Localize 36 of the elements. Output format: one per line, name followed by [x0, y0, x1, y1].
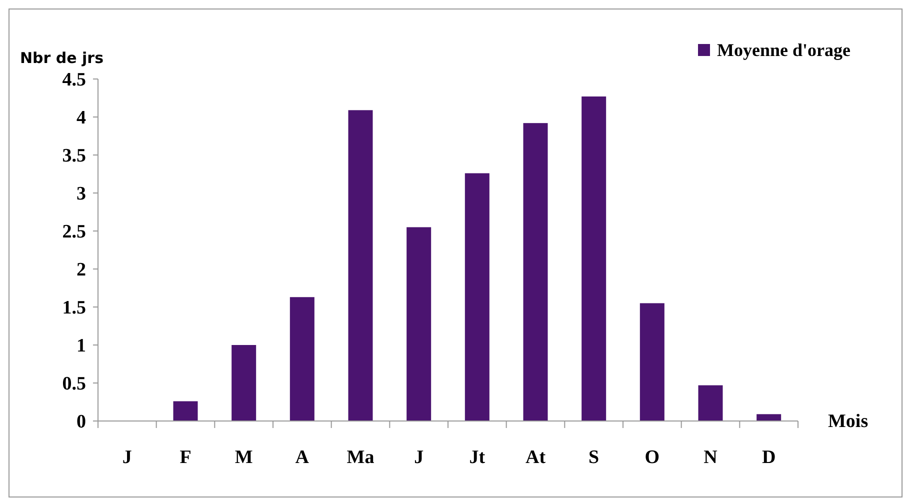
bar: [173, 401, 198, 421]
bar: [523, 123, 548, 421]
y-tick-label: 0: [76, 412, 86, 433]
x-tick-label: J: [414, 447, 424, 468]
y-tick-label: 1: [76, 336, 86, 357]
x-tick-label: S: [588, 447, 600, 468]
y-tick-label: 4: [76, 108, 86, 129]
x-tick-label: At: [525, 447, 546, 468]
y-tick-label: 4.5: [62, 70, 86, 91]
x-tick-label: F: [180, 447, 192, 468]
bar: [756, 414, 782, 421]
y-tick-label: 0.5: [62, 374, 86, 395]
y-tick-label: 3: [76, 184, 86, 205]
x-tick-label: M: [234, 447, 253, 468]
x-tick-label: J: [122, 447, 132, 468]
y-tick-label: 2.5: [62, 222, 86, 243]
y-axis-title: Nbr de jrs: [20, 49, 104, 67]
x-tick-label: Ma: [346, 447, 375, 468]
x-axis-title: Mois: [828, 411, 868, 432]
x-tick-label: O: [644, 447, 660, 468]
x-tick-label: N: [704, 447, 718, 468]
bar: [464, 173, 490, 421]
bar: [640, 303, 664, 421]
x-tick-label: A: [295, 447, 310, 468]
bar: [348, 110, 373, 421]
y-tick-label: 3.5: [62, 146, 86, 167]
y-tick-label: 2: [76, 260, 86, 281]
bar: [406, 227, 432, 421]
bar: [582, 96, 606, 421]
x-tick-label: Jt: [469, 447, 486, 468]
y-tick-label: 1.5: [62, 298, 86, 319]
bar: [232, 345, 256, 421]
bar: [698, 385, 723, 421]
legend-label: Moyenne d'orage: [717, 40, 850, 60]
bar: [290, 297, 314, 421]
x-tick-label: D: [762, 447, 776, 468]
